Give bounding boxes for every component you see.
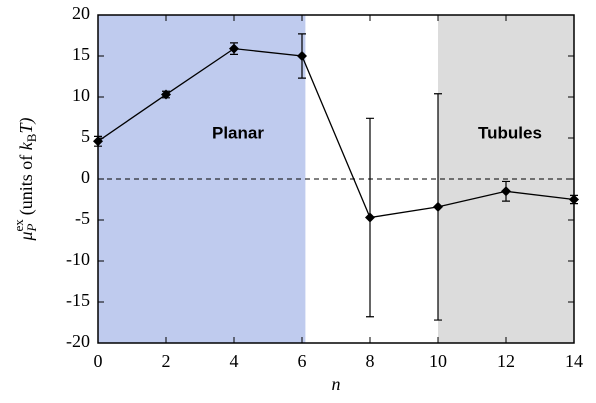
x-tick-label: 4: [230, 351, 239, 371]
data-point: [569, 194, 579, 205]
y-label-sub: P: [24, 223, 39, 232]
y-label-end: T): [16, 118, 37, 134]
y-label-symbol: μ: [16, 231, 36, 241]
y-tick-label: -15: [66, 290, 90, 310]
data-point: [433, 201, 443, 212]
data-point: [161, 89, 171, 100]
y-tick-label: -10: [66, 249, 90, 269]
data-point: [93, 136, 103, 147]
region-label: Planar: [212, 123, 264, 142]
region-label: Tubules: [478, 123, 542, 142]
x-tick-label: 8: [366, 351, 375, 371]
plot-frame: [97, 14, 575, 344]
data-point: [501, 186, 511, 197]
y-tick-label: 5: [81, 126, 90, 146]
x-axis-label: n: [332, 374, 341, 394]
y-tick-label: -5: [75, 208, 90, 228]
y-tick-label: 15: [72, 44, 90, 64]
data-point: [365, 212, 375, 223]
y-tick-label: 10: [72, 85, 90, 105]
x-tick-label: 0: [94, 351, 103, 371]
y-tick-label: 0: [81, 167, 90, 187]
x-tick-label: 12: [497, 351, 515, 371]
x-tick-label: 2: [162, 351, 171, 371]
y-label-text: (units of: [16, 150, 37, 215]
y-tick-label: -20: [66, 331, 90, 351]
y-axis-label: μPex (units of kBT): [11, 118, 39, 242]
y-label-sup: ex: [11, 219, 26, 232]
data-point: [297, 51, 307, 61]
y-label-k-sub: B: [24, 133, 39, 142]
data-point: [229, 43, 239, 54]
data-line: [97, 47, 575, 219]
x-tick-label: 14: [565, 351, 583, 371]
y-label-k: k: [16, 141, 36, 150]
y-tick-label: 20: [72, 3, 90, 23]
x-tick-label: 10: [429, 351, 447, 371]
x-tick-label: 6: [298, 351, 307, 371]
